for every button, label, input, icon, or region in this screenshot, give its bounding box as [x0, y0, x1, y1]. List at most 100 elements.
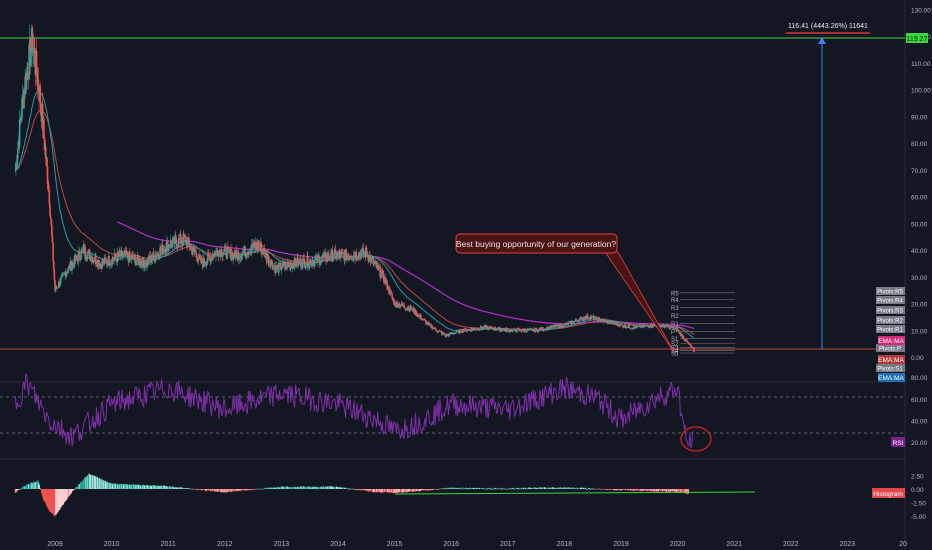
candle-body — [336, 252, 339, 258]
histogram-bar — [111, 483, 113, 489]
price-tick-label: 60.00 — [911, 195, 928, 202]
histogram-bar — [643, 489, 645, 491]
candle-body — [39, 85, 42, 104]
candle-body — [525, 331, 528, 333]
candle-body — [207, 253, 210, 255]
histogram-bar — [219, 489, 221, 492]
histogram-bar — [495, 488, 497, 490]
histogram-bar — [580, 487, 582, 489]
histogram-bar — [170, 487, 172, 489]
candle-body — [35, 50, 38, 74]
histogram-bar — [384, 489, 387, 492]
histogram-bar — [614, 489, 616, 491]
candle-body — [46, 166, 49, 185]
candle-body — [55, 286, 58, 289]
candle-body — [265, 251, 268, 261]
histogram-bar — [450, 487, 452, 489]
histogram-bar — [147, 485, 149, 489]
histogram-bar — [414, 489, 416, 492]
histogram-bar — [684, 489, 686, 494]
histogram-bar — [251, 489, 253, 491]
candle-body — [118, 251, 120, 257]
candle-body — [513, 328, 515, 331]
candle-body — [222, 253, 224, 257]
histogram-bar — [178, 487, 180, 489]
histogram-bar — [357, 489, 359, 490]
histogram-bar — [543, 487, 546, 489]
candle-body — [245, 252, 247, 256]
histogram-bar — [71, 489, 73, 492]
candle-body — [310, 263, 313, 266]
histogram-bar — [661, 489, 663, 492]
histogram-bar — [113, 483, 115, 489]
histogram-bar — [490, 488, 493, 489]
candle-body — [408, 309, 411, 311]
histogram-bar — [35, 482, 37, 489]
price-axis[interactable]: 130.00120.00110.00100.0090.0080.0070.006… — [911, 7, 931, 362]
rsi-circle-annotation[interactable] — [680, 426, 712, 452]
histogram-bar — [94, 476, 96, 489]
candle-body — [464, 328, 467, 329]
candle-body — [532, 330, 535, 332]
callout-pointer — [604, 251, 675, 353]
candle-body — [258, 243, 261, 247]
histogram-bar — [617, 489, 619, 490]
candle-body — [500, 329, 503, 331]
candle-body — [646, 324, 649, 326]
histogram-bar — [92, 475, 94, 489]
candle-body — [303, 257, 305, 261]
histogram-bar — [574, 488, 576, 489]
candle-body — [217, 251, 219, 257]
histogram-trendline[interactable] — [394, 491, 756, 495]
candle-body — [305, 265, 307, 268]
histogram-bar — [613, 489, 615, 491]
histogram-bar — [314, 486, 316, 489]
histogram-bar — [674, 489, 677, 493]
candle-body — [598, 318, 601, 322]
histogram-bar — [589, 488, 592, 490]
time-tick-label: 2018 — [557, 541, 573, 548]
histogram-bar — [423, 489, 425, 491]
histogram-bar — [666, 489, 668, 492]
candle-body — [542, 327, 544, 331]
histogram-bar — [515, 487, 517, 489]
histogram-bar — [362, 489, 364, 491]
candle-body — [561, 324, 563, 327]
histogram-bar — [554, 487, 556, 489]
histogram-bar — [113, 483, 116, 489]
histogram-bar — [337, 487, 339, 489]
histogram-bar — [215, 489, 217, 492]
histogram-bar — [355, 489, 357, 490]
candle-body — [230, 248, 232, 260]
candle-body — [384, 281, 387, 284]
callout-box[interactable] — [455, 233, 618, 254]
histogram-bar — [300, 486, 302, 489]
histogram-axis[interactable]: 2.500.00-2.50-5.00 — [911, 474, 926, 522]
histogram-bar — [379, 489, 382, 493]
histogram-bar — [609, 489, 611, 490]
candle-body — [478, 329, 480, 331]
histogram-bar — [423, 489, 425, 490]
histogram-bar — [609, 489, 611, 490]
candle-body — [206, 261, 208, 263]
histogram-bar — [367, 489, 370, 492]
histogram-bar — [145, 485, 147, 489]
candle-body — [347, 256, 349, 257]
histogram-bar — [180, 487, 182, 489]
candle-body — [396, 303, 399, 308]
histogram-bar — [197, 489, 199, 490]
histogram-bar — [223, 489, 225, 493]
histogram-bar — [458, 487, 460, 489]
histogram-bar — [377, 489, 379, 493]
histogram-bar — [192, 488, 194, 490]
candle-body — [242, 251, 245, 253]
candle-body — [681, 333, 683, 335]
time-axis[interactable]: 2009 2010 2011 2012 2013 2014 2015 2016 2017 2018… — [47, 541, 907, 548]
histogram-bar — [253, 489, 256, 490]
histogram-bar — [78, 484, 80, 489]
histogram-bar — [399, 489, 401, 493]
histogram-bar — [382, 489, 384, 493]
histogram-bar — [305, 487, 307, 489]
